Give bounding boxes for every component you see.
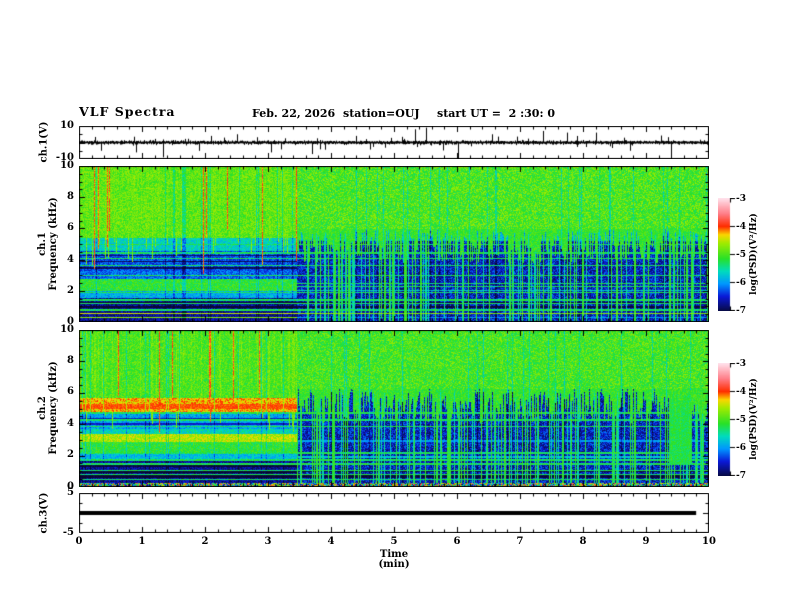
spec2-axis-label-channel: ch.2 [37, 396, 48, 420]
ch2-spectrogram [79, 330, 709, 487]
xtick: 3 [264, 536, 272, 547]
colorbar-ch1 [718, 198, 738, 311]
spec2-ytick: 4 [67, 418, 74, 429]
spec2-ytick: 2 [67, 449, 74, 460]
cb2-tick: -7 [736, 471, 746, 481]
xtick: 0 [75, 536, 83, 547]
xaxis-label: Time (min) [378, 549, 410, 570]
header-date: Feb. 22, 2026 [252, 107, 336, 120]
spec1-ytick: 6 [67, 222, 74, 233]
xtick: 1 [138, 536, 146, 547]
xtick: 7 [516, 536, 524, 547]
spec1-ytick: 10 [60, 160, 74, 171]
ch1-spectrogram [79, 166, 709, 322]
xtick: 10 [702, 536, 716, 547]
ch3-voltage-panel [79, 493, 709, 533]
spec1-ytick: 2 [67, 285, 74, 296]
cb2-tick: -6 [736, 443, 746, 453]
spec1-axis-label: ch.1 Frequency (kHz) [37, 197, 59, 290]
spec2-ytick: 0 [67, 481, 74, 492]
xtick: 5 [390, 536, 398, 547]
ch1-voltage-waveform [79, 126, 709, 159]
header-station: station=OUJ [343, 107, 420, 120]
spec2-ytick: 10 [60, 324, 74, 335]
spec1-axis-label-frequency: Frequency (kHz) [48, 197, 59, 291]
spec1-axis-label-channel: ch.1 [37, 232, 48, 256]
cb2-tick: -5 [736, 415, 746, 425]
ch1v-ytick: 10 [60, 120, 74, 131]
ch3v-ytick: -5 [62, 527, 74, 538]
cb2-tick: -4 [736, 387, 746, 397]
xtick: 2 [201, 536, 209, 547]
ch3v-ytick: 5 [67, 487, 74, 498]
cb2-tick: -3 [736, 359, 746, 369]
spec1-ytick: 8 [67, 191, 74, 202]
spec2-ytick: 8 [67, 355, 74, 366]
spec1-ytick: 4 [67, 254, 74, 265]
ch1v-ytick: -10 [55, 152, 74, 163]
xtick: 8 [579, 536, 587, 547]
xtick: 4 [327, 536, 335, 547]
xtick: 9 [642, 536, 650, 547]
spec2-axis-label: ch.2 Frequency (kHz) [37, 361, 59, 454]
cb1-tick: -7 [736, 306, 746, 316]
spec2-ytick: 6 [67, 386, 74, 397]
xtick: 6 [453, 536, 461, 547]
spec1-ytick: 0 [67, 316, 74, 327]
spec2-axis-label-frequency: Frequency (kHz) [48, 361, 59, 455]
cb1-tick: -5 [736, 250, 746, 260]
cb1-tick: -6 [736, 278, 746, 288]
page-title: VLF Spectra [79, 104, 176, 119]
colorbar-ch2 [718, 363, 738, 476]
cb1-tick: -4 [736, 222, 746, 232]
cb1-tick: -3 [736, 194, 746, 204]
header-start-ut: start UT = 2 :30: 0 [437, 107, 555, 120]
